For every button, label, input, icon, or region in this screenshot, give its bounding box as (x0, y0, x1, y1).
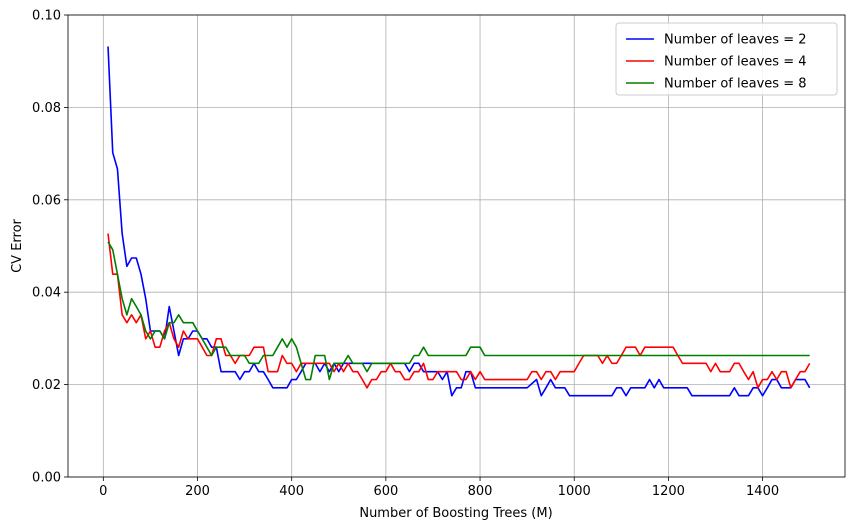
x-tick-label: 1000 (558, 484, 591, 499)
x-tick-label: 800 (468, 484, 493, 499)
x-tick-label: 0 (99, 484, 107, 499)
legend: Number of leaves = 2 Number of leaves = 4… (615, 22, 838, 96)
x-axis-ticks: 0 200 400 600 800 1000 1200 1400 (99, 477, 779, 499)
series-lines (107, 46, 811, 397)
y-axis-ticks: 0.00 0.02 0.04 0.06 0.08 0.10 (32, 9, 68, 486)
x-tick-label: 600 (373, 484, 398, 499)
x-tick-label: 200 (185, 484, 210, 499)
x-tick-label: 1200 (652, 484, 685, 499)
x-tick-label: 1400 (746, 484, 779, 499)
series-line-1 (107, 46, 811, 397)
series-line-3 (107, 241, 810, 381)
y-tick-label: 0.06 (32, 193, 61, 208)
plot-frame (67, 14, 846, 478)
legend-entry-label: Number of leaves = 4 (664, 55, 807, 70)
legend-entry-label: Number of leaves = 2 (664, 33, 807, 48)
y-tick-label: 0.04 (32, 286, 61, 301)
legend-box (615, 22, 838, 96)
y-axis-label: CV Error (10, 218, 25, 272)
y-tick-label: 0.10 (32, 9, 61, 24)
x-axis-label: Number of Boosting Trees (M) (359, 506, 552, 521)
x-tick-label: 400 (279, 484, 304, 499)
y-tick-label: 0.02 (32, 378, 61, 393)
legend-entry-label: Number of leaves = 8 (664, 77, 807, 92)
y-tick-label: 0.08 (32, 101, 61, 116)
y-tick-label: 0.00 (32, 471, 61, 486)
series-line-2 (107, 233, 811, 389)
